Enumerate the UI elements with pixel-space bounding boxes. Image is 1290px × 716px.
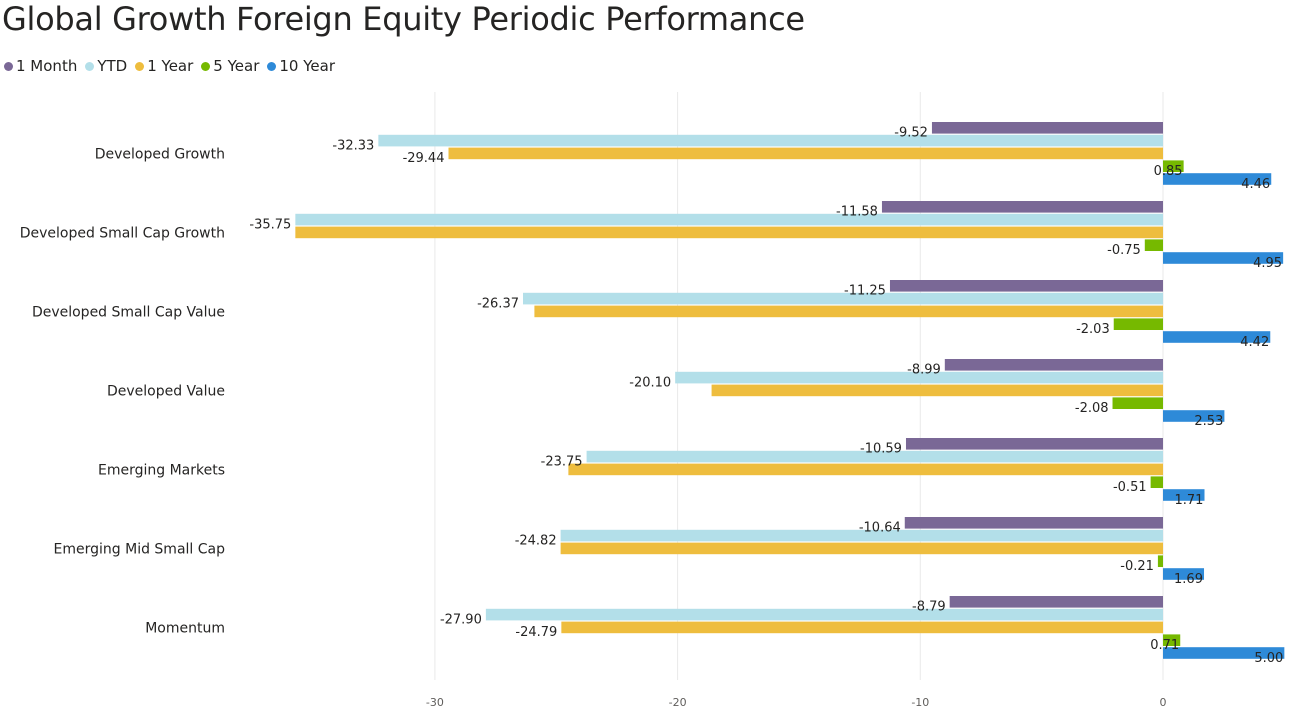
x-tick-label: -10: [911, 696, 929, 709]
bar-10-year[interactable]: [1163, 410, 1225, 422]
bar-5-year[interactable]: [1157, 555, 1163, 567]
bar-5-year[interactable]: [1113, 318, 1163, 330]
legend-item-ytd[interactable]: YTD: [85, 57, 127, 75]
bar-1-year[interactable]: [711, 384, 1163, 397]
data-label: -32.33: [332, 138, 374, 153]
bar-1-year[interactable]: [534, 305, 1163, 318]
bar-1-month[interactable]: [889, 280, 1163, 292]
category-label: Emerging Markets: [98, 462, 225, 478]
bar-5-year[interactable]: [1163, 634, 1181, 646]
data-label: -9.52: [894, 126, 928, 141]
data-label: -27.90: [440, 612, 482, 627]
bar-1-year[interactable]: [568, 463, 1163, 476]
data-label: -24.82: [515, 533, 557, 548]
bar-10-year[interactable]: [1163, 331, 1271, 343]
data-label: -2.08: [1075, 401, 1109, 416]
legend-item-1-month[interactable]: 1 Month: [4, 57, 77, 75]
bar-ytd[interactable]: [586, 450, 1163, 463]
data-label: -10.64: [859, 521, 901, 536]
x-axis-ticks: -30 -20 -10 0: [426, 696, 1167, 709]
data-label: 4.42: [1240, 335, 1269, 350]
data-label: -2.03: [1076, 322, 1110, 337]
bar-ytd[interactable]: [523, 292, 1163, 305]
bar-1-year[interactable]: [295, 226, 1163, 239]
bar-1-year[interactable]: [448, 147, 1163, 160]
x-tick-label: -30: [426, 696, 444, 709]
legend-item-1-year[interactable]: 1 Year: [135, 57, 193, 75]
bar-1-month[interactable]: [944, 359, 1163, 371]
data-label: -11.58: [836, 205, 878, 220]
data-label: -0.75: [1107, 243, 1141, 258]
legend-dot-icon: [85, 61, 95, 71]
legend-dot-icon: [135, 61, 145, 71]
category-label: Momentum: [145, 620, 225, 636]
bar-1-month[interactable]: [905, 438, 1163, 450]
bar-1-month[interactable]: [949, 596, 1163, 608]
data-labels: -9.52 -32.33 -29.44 0.85 4.46 -11.58 -35.75 -0.…: [249, 126, 1283, 666]
data-label: -26.37: [477, 296, 519, 311]
x-tick-label: -20: [669, 696, 687, 709]
data-label: -20.10: [629, 375, 671, 390]
bar-10-year[interactable]: [1163, 647, 1285, 659]
data-label: 1.71: [1175, 493, 1204, 508]
data-label: -35.75: [249, 217, 291, 232]
category-label: Emerging Mid Small Cap: [54, 541, 226, 557]
bar-10-year[interactable]: [1163, 252, 1284, 264]
category-label: Developed Value: [107, 383, 225, 399]
bar-1-year[interactable]: [561, 621, 1163, 634]
bars: [295, 122, 1285, 659]
bar-5-year[interactable]: [1163, 160, 1184, 172]
data-label: -29.44: [403, 151, 445, 166]
legend-dot-icon: [4, 61, 13, 71]
bar-1-month[interactable]: [931, 122, 1163, 134]
data-label: 0.71: [1150, 638, 1179, 653]
data-label: -8.79: [912, 600, 946, 615]
data-label: 4.46: [1241, 177, 1270, 192]
legend: 1 Month YTD 1 Year 5 Year 10 Year: [4, 55, 335, 77]
bar-10-year[interactable]: [1163, 568, 1205, 580]
legend-item-10-year[interactable]: 10 Year: [267, 57, 335, 75]
data-label: 0.85: [1154, 164, 1183, 179]
data-label: 1.69: [1174, 572, 1203, 587]
data-label: 5.00: [1254, 651, 1283, 666]
bar-ytd[interactable]: [675, 371, 1163, 384]
data-label: -10.59: [860, 442, 902, 457]
legend-label: 5 Year: [213, 57, 260, 75]
data-label: 4.95: [1253, 256, 1282, 271]
data-label: -24.79: [515, 625, 557, 640]
legend-label: 10 Year: [279, 57, 335, 75]
legend-dot-icon: [201, 61, 211, 71]
bar-5-year[interactable]: [1150, 476, 1163, 488]
data-label: -8.99: [907, 363, 941, 378]
bar-ytd[interactable]: [378, 134, 1163, 147]
category-labels: Developed Growth Developed Small Cap Grow…: [20, 146, 225, 636]
category-label: Developed Small Cap Growth: [20, 225, 225, 241]
bar-ytd[interactable]: [485, 608, 1163, 621]
data-label: -11.25: [844, 284, 886, 299]
bar-5-year[interactable]: [1144, 239, 1163, 251]
legend-label: 1 Year: [147, 57, 194, 75]
legend-dot-icon: [267, 61, 277, 71]
bar-10-year[interactable]: [1163, 173, 1272, 185]
bar-5-year[interactable]: [1112, 397, 1163, 409]
category-label: Developed Small Cap Value: [32, 304, 225, 320]
data-label: -0.21: [1120, 559, 1154, 574]
bar-1-year[interactable]: [560, 542, 1163, 555]
bar-ytd[interactable]: [295, 213, 1163, 226]
bar-ytd[interactable]: [560, 529, 1163, 542]
bar-1-month[interactable]: [881, 201, 1163, 213]
data-label: -23.75: [541, 454, 583, 469]
category-label: Developed Growth: [95, 146, 225, 162]
chart-title: Global Growth Foreign Equity Periodic Pe…: [2, 0, 805, 38]
data-label: -0.51: [1113, 480, 1147, 495]
legend-item-5-year[interactable]: 5 Year: [201, 57, 259, 75]
bar-1-month[interactable]: [904, 517, 1163, 529]
bar-10-year[interactable]: [1163, 489, 1205, 501]
legend-label: 1 Month: [16, 57, 78, 75]
legend-label: YTD: [97, 57, 128, 75]
data-label: 2.53: [1194, 414, 1223, 429]
x-tick-label: 0: [1160, 696, 1167, 709]
